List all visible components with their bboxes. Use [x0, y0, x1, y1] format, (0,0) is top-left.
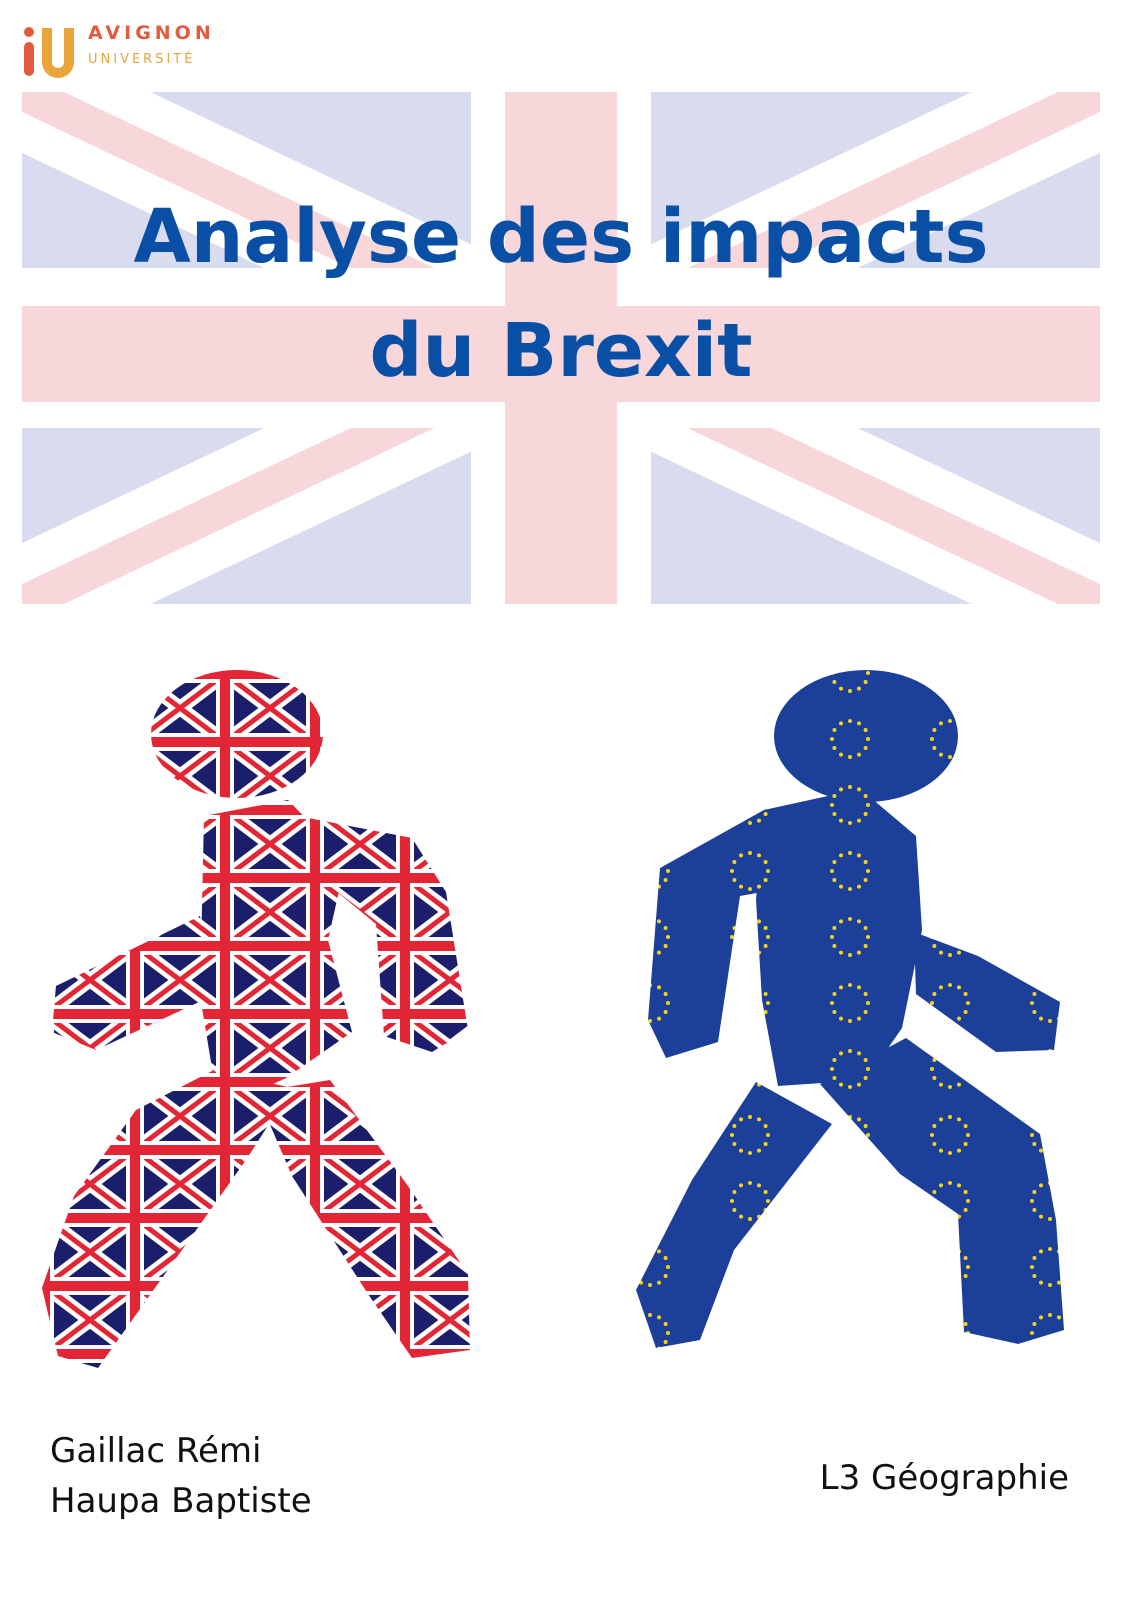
union-jack-banner	[22, 92, 1100, 604]
logo-text-avignon: AVIGNON	[88, 22, 215, 44]
logo-text-universite: UNIVERSITÉ	[88, 52, 196, 67]
eu-flag-walking-person	[636, 670, 1064, 1348]
university-logo: AVIGNON UNIVERSITÉ	[20, 18, 265, 82]
author-name: Haupa Baptiste	[50, 1481, 312, 1521]
authors-block: Gaillac Rémi Haupa Baptiste	[50, 1426, 312, 1526]
uk-flag-walking-person	[42, 670, 470, 1368]
avignon-universite-logo-icon	[24, 27, 74, 78]
author-name: Gaillac Rémi	[50, 1431, 262, 1471]
title-line-1: Analyse des impacts	[133, 194, 989, 280]
course-label: L3 Géographie	[819, 1458, 1069, 1498]
walking-figures-illustration	[42, 670, 1064, 1368]
title-line-2: du Brexit	[369, 308, 753, 394]
document-title: Analyse des impacts du Brexit	[22, 180, 1100, 408]
